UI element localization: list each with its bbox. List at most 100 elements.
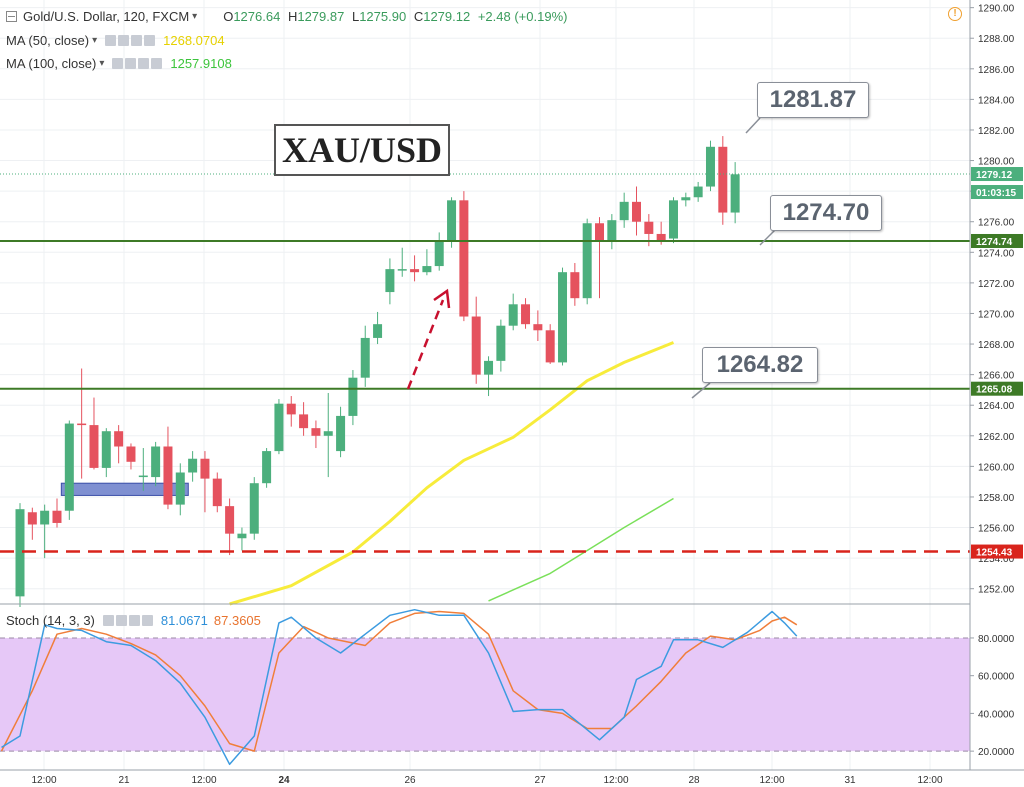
candle — [52, 510, 62, 523]
candle — [681, 197, 691, 201]
callout-pointer — [745, 117, 761, 134]
candle — [668, 200, 678, 239]
candle — [693, 186, 703, 198]
chevron-down-icon[interactable]: ▾ — [192, 10, 198, 22]
candle — [508, 304, 518, 326]
stoch-band — [0, 637, 970, 752]
plus-icon[interactable] — [131, 34, 143, 46]
y-tick-label: 1252.00 — [978, 585, 1015, 596]
y-tick-label: 1264.00 — [978, 401, 1015, 412]
close-icon[interactable] — [151, 57, 163, 69]
chevron-down-icon[interactable]: ▾ — [92, 34, 98, 46]
candle — [385, 269, 395, 293]
candle — [582, 223, 592, 299]
candle — [730, 174, 740, 213]
level-tag-bg — [971, 544, 1023, 559]
stoch-legend[interactable]: Stoch (14, 3, 3) 81.0671 87.3605 — [6, 611, 261, 629]
y-tick-label: 1256.00 — [978, 524, 1015, 535]
gear-icon[interactable] — [115, 614, 127, 626]
candle — [545, 330, 555, 363]
support-zone — [60, 482, 189, 496]
candle — [656, 233, 666, 241]
chevron-down-icon[interactable]: ▾ — [99, 57, 105, 69]
close-value: 1279.12 — [423, 8, 471, 24]
x-tick-label: 27 — [534, 775, 546, 786]
stoch-k-line — [1, 608, 798, 766]
ma100-line — [488, 497, 674, 602]
symbol-title[interactable]: Gold/U.S. Dollar, 120, FXCM — [23, 8, 190, 24]
candle — [114, 431, 124, 447]
y-tick-label: 1276.00 — [978, 218, 1015, 229]
y-tick-label: 1290.00 — [978, 4, 1015, 15]
stoch-d-value: 87.3605 — [213, 612, 261, 628]
x-tick-label: 26 — [404, 775, 416, 786]
candle — [521, 304, 531, 325]
candle — [200, 458, 210, 479]
last-price-tag-bg — [971, 167, 1023, 182]
close-icon[interactable] — [141, 614, 153, 626]
x-tick-label: 21 — [118, 775, 130, 786]
indicator-buttons[interactable] — [112, 57, 164, 69]
callout-ma: 1264.82 — [702, 347, 818, 383]
candle — [163, 446, 173, 505]
candle — [15, 509, 25, 597]
x-tick-label: 12:00 — [603, 775, 628, 786]
warning-icon[interactable]: ! — [948, 7, 962, 21]
candle — [570, 272, 580, 299]
candle — [360, 337, 370, 378]
plus-icon[interactable] — [138, 57, 150, 69]
y-tick-label: 1258.00 — [978, 493, 1015, 504]
candle — [607, 220, 617, 241]
candle — [434, 240, 444, 267]
x-tick-label: 31 — [844, 775, 856, 786]
y-tick-label: 1288.00 — [978, 34, 1015, 45]
ma100-legend[interactable]: MA (100, close) ▾ 1257.9108 — [6, 54, 232, 72]
candle — [397, 269, 407, 271]
candle — [336, 415, 346, 452]
candle — [496, 325, 506, 361]
candle — [705, 146, 715, 187]
y-tick-label: 1262.00 — [978, 432, 1015, 443]
candle — [422, 266, 432, 273]
gear-icon[interactable] — [125, 57, 137, 69]
y-tick-label: 1260.00 — [978, 462, 1015, 473]
candle — [237, 533, 247, 539]
high-key: H — [287, 8, 298, 24]
ma50-label[interactable]: MA (50, close) — [6, 32, 90, 48]
candle — [286, 403, 296, 415]
y-tick-label: 1274.00 — [978, 248, 1015, 259]
callout-pointer — [759, 229, 776, 246]
arrow-head — [433, 288, 451, 309]
eye-icon[interactable] — [112, 57, 124, 69]
eye-icon[interactable] — [102, 614, 114, 626]
candle — [274, 403, 284, 452]
indicator-buttons[interactable] — [102, 614, 155, 626]
collapse-icon[interactable] — [6, 10, 17, 22]
candle — [595, 223, 605, 241]
candle — [484, 360, 494, 375]
ma50-line — [229, 341, 675, 606]
candle — [27, 512, 37, 525]
level-tag-bg — [971, 233, 1023, 248]
ma50-legend[interactable]: MA (50, close) ▾ 1268.0704 — [6, 31, 225, 49]
candle — [323, 431, 333, 436]
candle — [533, 324, 543, 331]
indicator-buttons[interactable] — [105, 34, 157, 46]
x-tick-label: 12:00 — [31, 775, 56, 786]
y-tick-label: 1284.00 — [978, 95, 1015, 106]
close-icon[interactable] — [144, 34, 156, 46]
candle — [126, 446, 136, 462]
stoch-label[interactable]: Stoch (14, 3, 3) — [6, 612, 95, 628]
gear-icon[interactable] — [118, 34, 130, 46]
high-value: 1279.87 — [297, 8, 345, 24]
stoch-tick-label: 60.0000 — [978, 672, 1015, 683]
eye-icon[interactable] — [105, 34, 117, 46]
candle — [644, 221, 654, 234]
ma100-label[interactable]: MA (100, close) — [6, 55, 97, 71]
candle — [225, 506, 235, 534]
open-key: O — [223, 8, 234, 24]
plus-icon[interactable] — [128, 614, 140, 626]
candle — [348, 377, 358, 416]
candle — [40, 510, 50, 525]
